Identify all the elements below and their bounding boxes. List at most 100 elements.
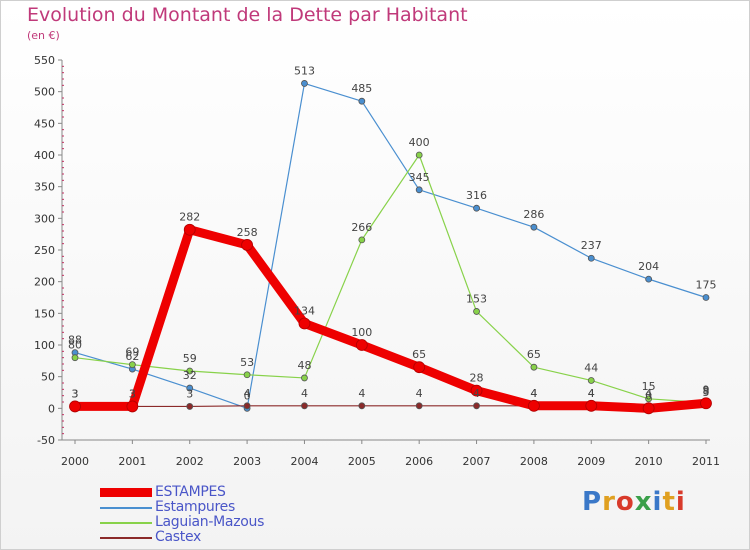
data-label: 237 (581, 239, 602, 252)
x-tick-label: 2005 (348, 455, 376, 468)
data-label: 0 (645, 389, 652, 402)
data-point (69, 400, 81, 413)
y-tick-label: 300 (34, 212, 55, 225)
x-tick-label: 2002 (176, 455, 204, 468)
data-label: 4 (358, 387, 365, 400)
data-point (301, 374, 308, 382)
data-label: 3 (72, 387, 79, 400)
chart-title: Evolution du Montant de la Dette par Hab… (27, 4, 468, 26)
data-label: 4 (588, 387, 595, 400)
data-point (528, 399, 540, 412)
data-label: 286 (523, 208, 544, 221)
data-point (243, 371, 251, 379)
legend-label-estampes: ESTAMPES (155, 484, 226, 500)
y-tick-label: 250 (34, 244, 55, 257)
y-tick-label: 50 (41, 371, 55, 384)
data-label: 4 (588, 387, 595, 400)
x-tick-label: 2001 (118, 455, 146, 468)
x-tick-label: 2010 (635, 455, 663, 468)
legend-swatch-castex (100, 537, 152, 539)
data-label: 8 (703, 384, 710, 397)
data-label: 65 (412, 348, 426, 361)
logo-letter: P (582, 487, 603, 517)
data-label: 3 (129, 387, 136, 400)
data-label: 80 (68, 339, 82, 352)
data-point (301, 402, 308, 410)
series-line-estampes (70, 225, 711, 413)
chart-subtitle: (en €) (27, 29, 60, 42)
data-point (415, 186, 423, 194)
logo-letter: i (675, 487, 686, 517)
x-tick-label: 2011 (692, 455, 720, 468)
x-tick-label: 2003 (233, 455, 261, 468)
x-tick-label: 2007 (463, 455, 491, 468)
data-point (415, 151, 423, 159)
data-point (530, 363, 538, 371)
series-line-estampures (74, 82, 707, 409)
y-tick-label: 150 (34, 307, 55, 320)
data-label: 513 (294, 64, 315, 77)
data-point (241, 239, 253, 251)
data-label: 266 (351, 221, 372, 234)
data-point (183, 223, 196, 236)
data-point (358, 236, 366, 244)
y-tick-label: 400 (34, 149, 55, 162)
data-point (530, 223, 538, 231)
legend-swatch-laguian-mazous (100, 522, 152, 524)
data-label: 15 (642, 380, 656, 393)
logo-letter: o (615, 487, 635, 517)
y-tick-label: 450 (34, 117, 55, 130)
data-point (301, 80, 308, 87)
x-tick-label: 2009 (577, 455, 605, 468)
series-line-laguian-mazous (74, 154, 707, 404)
y-tick-label: 500 (34, 86, 55, 99)
data-point (243, 402, 251, 410)
data-label: 4 (244, 387, 251, 400)
data-label: 345 (409, 171, 430, 184)
data-point (415, 402, 423, 410)
data-label: 485 (351, 82, 372, 95)
data-point (473, 402, 480, 410)
data-point (473, 308, 480, 315)
data-label: 3 (129, 387, 136, 400)
data-label: 134 (294, 304, 315, 317)
data-label: 4 (301, 387, 308, 400)
legend-label-castex: Castex (155, 529, 201, 545)
x-tick-label: 2006 (405, 455, 433, 468)
legend-swatch-estampures (100, 507, 152, 509)
data-point (298, 317, 311, 330)
data-point (700, 397, 712, 410)
data-label: 59 (183, 352, 197, 365)
data-label: 9 (703, 384, 710, 397)
data-point (71, 354, 79, 362)
data-label: 88 (68, 334, 82, 347)
logo-letter: r (602, 487, 616, 517)
data-point (128, 361, 136, 369)
data-label: 69 (125, 346, 139, 359)
data-label: 44 (584, 361, 598, 374)
legend-swatch-estampes (100, 488, 152, 497)
data-point (413, 361, 426, 374)
x-tick-label: 2008 (520, 455, 548, 468)
data-label: 4 (473, 387, 480, 400)
data-point (358, 402, 366, 410)
y-tick-label: 0 (48, 402, 55, 415)
data-point (186, 403, 194, 410)
logo-letter: t (662, 487, 676, 517)
logo-letter: i (652, 487, 663, 517)
data-label: 32 (183, 369, 197, 382)
data-label: 4 (530, 387, 537, 400)
y-tick-label: 200 (34, 276, 55, 289)
data-label: 0 (244, 389, 251, 402)
data-point (355, 339, 368, 351)
legend-label-estampures: Estampures (155, 499, 235, 515)
data-point (587, 377, 595, 384)
data-label: 28 (470, 372, 484, 385)
data-label: 3 (186, 387, 193, 400)
data-label: 53 (240, 356, 254, 369)
data-point (645, 395, 653, 403)
proxiti-logo: Proxiti (582, 487, 686, 517)
data-label: 282 (179, 211, 200, 224)
